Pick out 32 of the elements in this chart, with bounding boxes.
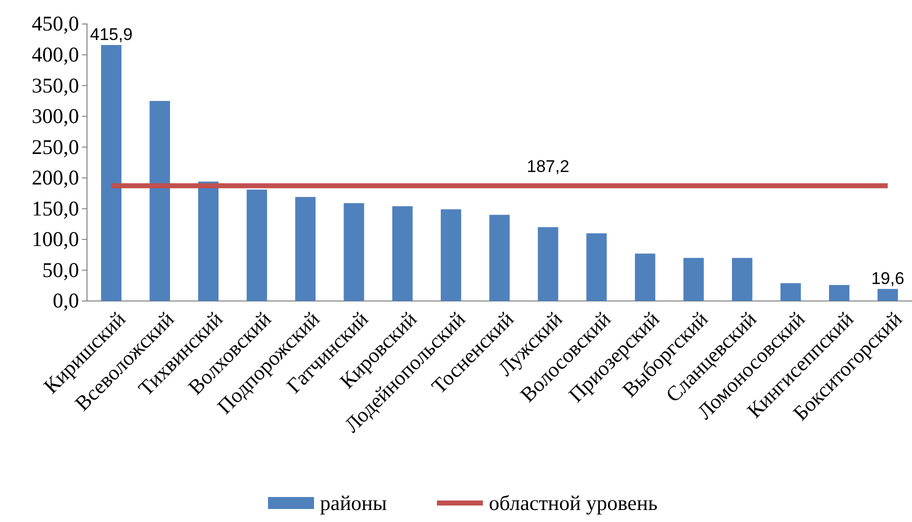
bar	[150, 100, 170, 301]
bar	[683, 258, 704, 301]
y-tick-label: 450,0	[32, 12, 79, 36]
bar	[489, 214, 510, 301]
y-tick-label: 150,0	[32, 196, 79, 220]
y-tick-label: 350,0	[32, 73, 79, 98]
bar	[780, 283, 801, 301]
y-tick-label: 200,0	[32, 166, 79, 190]
bar	[246, 190, 268, 301]
y-tick-label: 50,0	[42, 258, 79, 282]
bar	[586, 233, 607, 301]
y-tick-label: 250,0	[32, 134, 79, 159]
bar	[829, 284, 850, 301]
legend-label: районы	[320, 491, 387, 515]
bar	[101, 44, 122, 301]
y-tick-label: 400,0	[32, 42, 79, 66]
bar	[634, 254, 656, 301]
y-tick-label: 0,0	[52, 288, 79, 313]
bar	[295, 196, 316, 301]
y-tick-label: 300,0	[32, 104, 79, 128]
bar	[878, 288, 898, 301]
bar	[392, 206, 413, 301]
bar	[198, 182, 219, 301]
data-label: 415,9	[90, 24, 133, 44]
bar	[344, 203, 364, 301]
legend-label: областной уровень	[488, 491, 658, 515]
bar	[538, 227, 558, 301]
bar	[440, 209, 462, 301]
data-label: 187,2	[526, 156, 570, 176]
data-label: 19,6	[871, 268, 904, 288]
y-tick-label: 100,0	[32, 227, 79, 252]
bar	[732, 258, 752, 301]
